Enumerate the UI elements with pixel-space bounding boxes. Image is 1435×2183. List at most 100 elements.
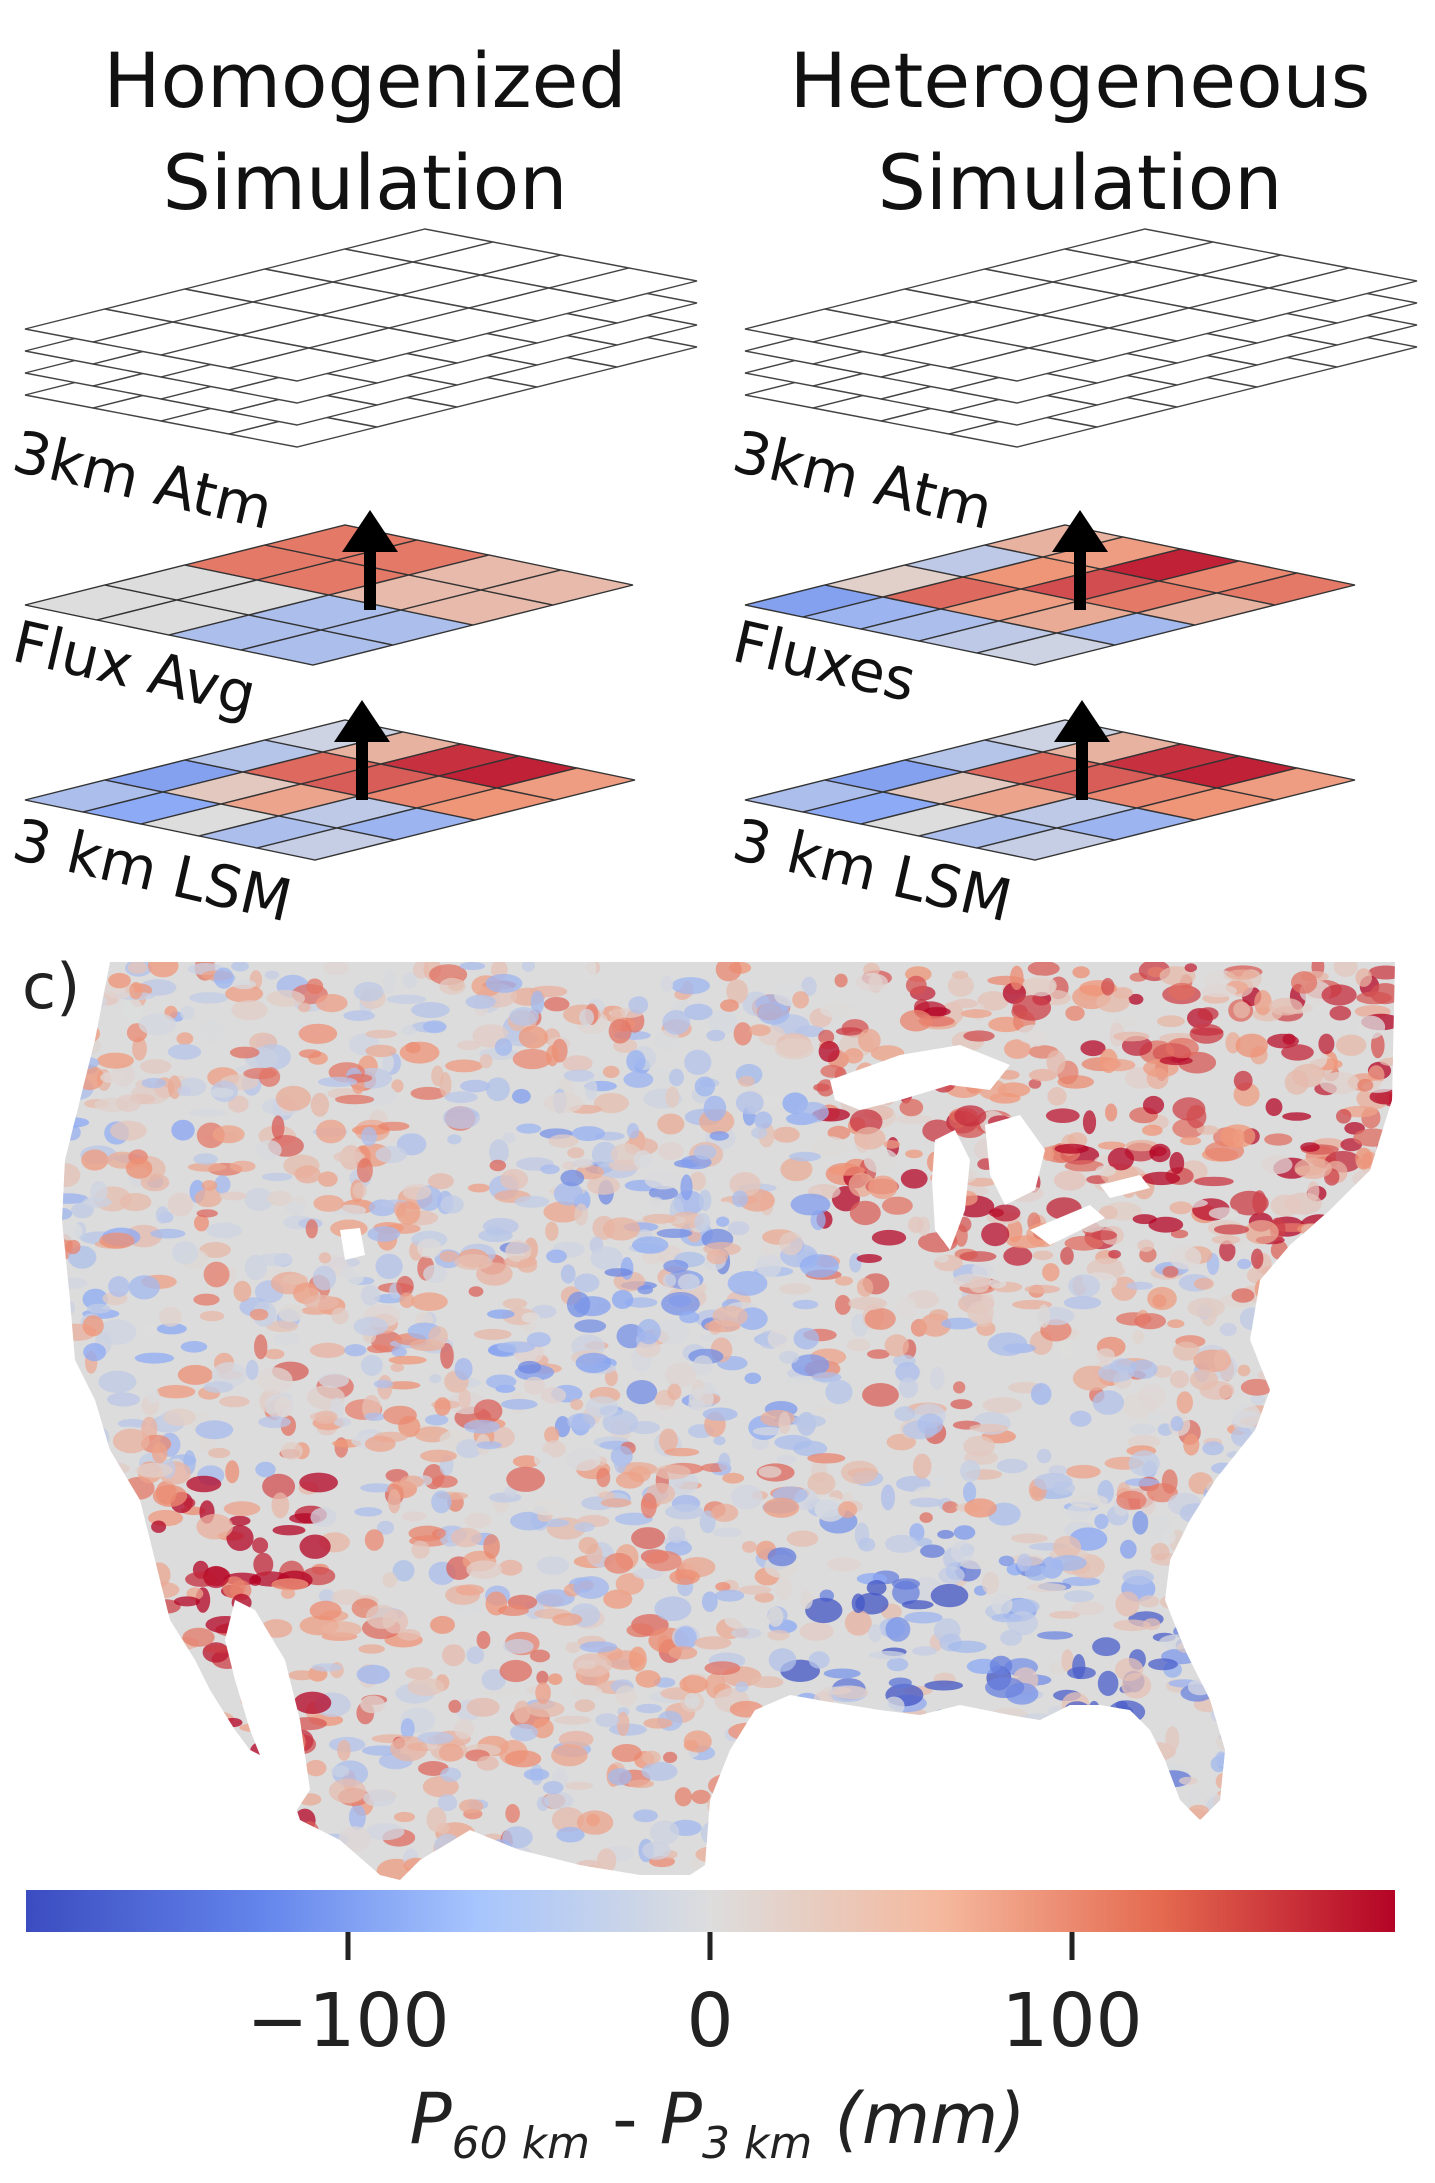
- map-precip-patch: [871, 1229, 907, 1246]
- map-precip-patch: [900, 1169, 928, 1189]
- map-precip-patch: [1278, 1698, 1314, 1713]
- map-precip-patch: [1337, 1507, 1368, 1532]
- map-precip-patch: [614, 1512, 653, 1526]
- map-precip-patch: [1035, 1833, 1072, 1852]
- map-precip-patch: [832, 1685, 869, 1700]
- map-precip-patch: [96, 1052, 134, 1069]
- map-precip-patch: [835, 1276, 853, 1286]
- map-precip-patch: [1340, 1253, 1354, 1280]
- map-precip-patch: [323, 962, 350, 976]
- map-precip-patch: [232, 979, 256, 990]
- map-precip-patch: [305, 1759, 327, 1777]
- map-precip-patch: [210, 1766, 227, 1792]
- map-precip-patch: [64, 1022, 101, 1045]
- map-precip-patch: [804, 1845, 836, 1865]
- map-precip-patch: [180, 1005, 195, 1020]
- map-precip-patch: [331, 1765, 350, 1778]
- map-precip-patch: [96, 1802, 127, 1827]
- map-precip-patch: [604, 1552, 634, 1574]
- map-precip-patch: [1297, 1280, 1321, 1300]
- map-precip-patch: [62, 1193, 89, 1204]
- map-precip-patch: [388, 1355, 427, 1365]
- map-precip-patch: [62, 1842, 81, 1858]
- map-precip-patch: [274, 1396, 293, 1418]
- map-precip-patch: [1169, 1151, 1185, 1175]
- map-precip-patch: [158, 1707, 181, 1732]
- map-precip-patch: [1218, 1732, 1252, 1741]
- map-precip-patch: [851, 1772, 877, 1794]
- map-precip-patch: [1208, 1497, 1223, 1519]
- map-precip-patch: [294, 1808, 316, 1833]
- map-precip-patch: [1252, 1718, 1271, 1730]
- map-precip-patch: [1243, 1600, 1262, 1613]
- map-precip-patch: [791, 1354, 830, 1377]
- map-precip-patch: [485, 973, 523, 993]
- map-precip-patch: [1128, 1842, 1168, 1865]
- map-precip-patch: [703, 1242, 741, 1256]
- map-precip-patch: [930, 1583, 969, 1608]
- map-precip-patch: [1058, 1334, 1074, 1359]
- map-precip-patch: [698, 1189, 712, 1211]
- map-precip-patch: [466, 1646, 485, 1664]
- map-precip-patch: [175, 1822, 210, 1841]
- map-precip-patch: [1325, 1296, 1361, 1315]
- map-precip-patch: [1238, 1538, 1256, 1548]
- map-precip-patch: [1127, 1435, 1161, 1450]
- lake-erie: [1030, 1205, 1105, 1245]
- map-precip-patch: [866, 1580, 887, 1596]
- map-precip-patch: [367, 1226, 401, 1242]
- map-precip-patch: [667, 1526, 686, 1544]
- left-lsm-layer: [24, 719, 636, 861]
- map-precip-patch: [1334, 1483, 1348, 1505]
- map-precip-patch: [1066, 1503, 1092, 1521]
- map-precip-patch: [410, 1086, 446, 1100]
- map-precip-patch: [1291, 971, 1318, 994]
- map-precip-patch: [1165, 1726, 1180, 1752]
- map-precip-patch: [1310, 1626, 1323, 1649]
- map-precip-patch: [1334, 1760, 1356, 1778]
- map-precip-patch: [726, 1775, 761, 1787]
- map-precip-patch: [989, 1655, 1013, 1676]
- map-precip-patch: [898, 1377, 919, 1399]
- map-precip-patch: [104, 1783, 133, 1808]
- map-precip-patch: [1265, 1326, 1291, 1341]
- map-precip-patch: [574, 1319, 607, 1333]
- map-precip-patch: [1233, 1070, 1253, 1091]
- map-precip-patch: [1289, 1518, 1327, 1531]
- map-precip-patch: [868, 1175, 898, 1200]
- map-precip-patch: [62, 1791, 76, 1800]
- map-precip-patch: [175, 1746, 190, 1768]
- map-precip-patch: [1249, 1609, 1280, 1626]
- map-precip-patch: [636, 1340, 661, 1358]
- map-precip-patch: [309, 1600, 342, 1621]
- map-precip-patch: [1237, 1364, 1251, 1377]
- map-precip-patch: [774, 1038, 815, 1060]
- map-precip-patch: [436, 1822, 450, 1834]
- map-precip-patch: [104, 1619, 119, 1630]
- map-precip-patch: [1269, 1699, 1300, 1720]
- map-precip-patch: [1196, 1125, 1219, 1135]
- map-precip-patch: [1257, 1342, 1281, 1354]
- map-precip-patch: [820, 1064, 844, 1078]
- map-precip-patch: [1183, 1433, 1200, 1456]
- map-precip-patch: [779, 1283, 812, 1295]
- map-precip-patch: [392, 1560, 415, 1582]
- map-precip-patch: [713, 1436, 726, 1446]
- map-precip-patch: [700, 1821, 728, 1846]
- map-precip-patch: [1007, 1598, 1040, 1615]
- map-precip-patch: [1128, 1450, 1160, 1477]
- map-precip-patch: [271, 1578, 309, 1591]
- map-precip-patch: [463, 1419, 500, 1434]
- map-precip-patch: [229, 1046, 260, 1059]
- map-precip-patch: [1304, 1726, 1319, 1752]
- map-precip-patch: [115, 1094, 142, 1112]
- map-precip-patch: [820, 1002, 857, 1018]
- map-precip-patch: [390, 1735, 428, 1762]
- map-precip-patch: [159, 1825, 182, 1842]
- map-precip-patch: [648, 1067, 672, 1090]
- map-precip-patch: [731, 1627, 762, 1639]
- title-left-line1: Homogenized: [103, 36, 627, 125]
- map-precip-patch: [805, 1715, 832, 1732]
- map-precip-patch: [615, 1685, 637, 1707]
- right-lsm-layer: [744, 719, 1356, 861]
